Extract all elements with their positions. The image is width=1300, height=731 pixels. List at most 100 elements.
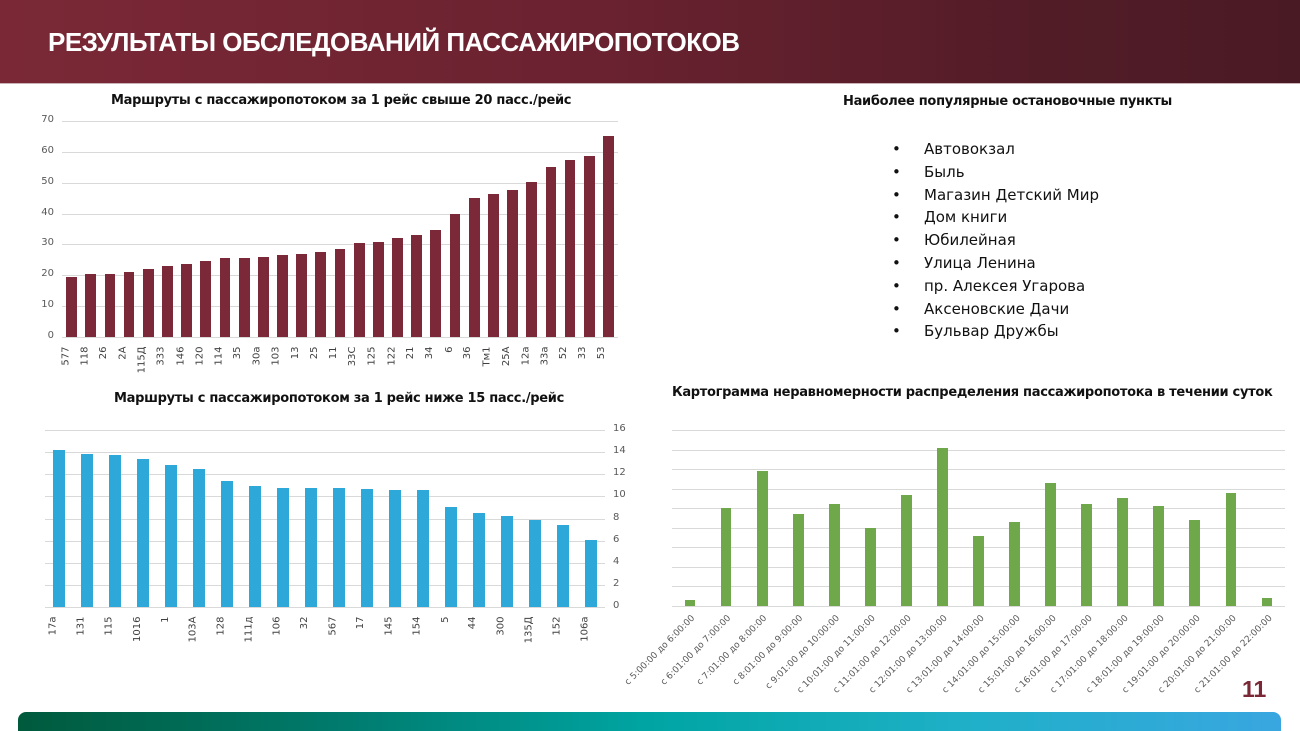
bullet-icon: • xyxy=(892,231,901,250)
gridline xyxy=(672,527,1285,529)
x-tick-label: 125 xyxy=(366,346,378,366)
x-tick-label: 2А xyxy=(117,346,129,360)
gridline xyxy=(45,584,605,586)
y-tick-label: 40 xyxy=(41,206,54,218)
y-tick-label: 4 xyxy=(613,555,620,567)
gridline xyxy=(45,430,605,431)
bar-Тм1 xyxy=(488,194,499,337)
bar-30а xyxy=(257,257,269,337)
bar-52 xyxy=(564,159,576,337)
bar-300 xyxy=(500,516,514,607)
bar-103А xyxy=(192,468,206,607)
gridline xyxy=(62,151,618,153)
y-tick-label: 16 xyxy=(613,423,626,434)
page-title: РЕЗУЛЬТАТЫ ОБСЛЕДОВАНИЙ ПАССАЖИРОПОТОКОВ xyxy=(48,27,740,57)
bar-с 13:01:00 до 14:00:00 xyxy=(973,535,984,606)
gridline xyxy=(45,518,605,520)
bar-с 9:01:00 до 10:00:00 xyxy=(828,504,840,606)
bar-115 xyxy=(108,455,122,607)
bar-35 xyxy=(238,257,250,337)
x-tick-label: 154 xyxy=(411,616,423,636)
bar-33а xyxy=(545,167,557,337)
bar-34 xyxy=(430,229,442,337)
gridline xyxy=(672,449,1285,451)
gridline xyxy=(62,337,618,338)
x-tick-label: 44 xyxy=(467,616,479,630)
x-tick-label: 26 xyxy=(98,346,110,360)
gridline xyxy=(672,508,1285,510)
footer-gradient-bar xyxy=(18,712,1281,731)
x-tick-label: 103А xyxy=(187,616,199,643)
bullet-icon: • xyxy=(892,299,901,318)
popular-stop-label: Автовокзал xyxy=(924,140,1015,158)
y-tick-label: 0 xyxy=(47,330,54,341)
popular-stop-item: • Аксеновские Дачи xyxy=(892,298,1099,321)
x-tick-label: 152 xyxy=(551,616,563,636)
bar-с 17:01:00 до 18:00:00 xyxy=(1117,498,1129,606)
bar-25А xyxy=(507,190,518,337)
gridline xyxy=(62,121,618,122)
bar-25 xyxy=(315,252,327,337)
bar-145 xyxy=(388,489,402,607)
x-tick-label: с 6:01:00 до 7:00:00 xyxy=(659,613,734,688)
bar-21 xyxy=(411,235,423,337)
y-tick-label: 14 xyxy=(613,445,626,457)
bar-с 6:01:00 до 7:00:00 xyxy=(720,508,732,606)
x-tick-label: 135Д xyxy=(523,616,535,644)
bullet-icon: • xyxy=(892,162,901,181)
x-tick-label: 131 xyxy=(75,616,87,636)
x-tick-label: 52 xyxy=(558,346,570,360)
y-tick-label: 8 xyxy=(613,511,620,523)
x-tick-label: с 5:00:00 до 6:00:00 xyxy=(623,613,698,688)
x-tick-label: 21 xyxy=(404,346,416,360)
bar-120 xyxy=(200,261,212,337)
page-number: 11 xyxy=(1242,676,1267,702)
bar-106 xyxy=(276,487,290,607)
x-tick-label: 12а xyxy=(520,346,532,366)
gridline xyxy=(672,469,1285,471)
x-tick-label: 53 xyxy=(596,346,608,360)
x-tick-label: 103 xyxy=(271,346,283,366)
bullet-icon: • xyxy=(892,140,901,158)
x-tick-label: 25 xyxy=(309,346,321,360)
x-tick-label: 300 xyxy=(495,616,507,636)
x-tick-label: 25А xyxy=(500,346,512,367)
bar-567 xyxy=(332,487,346,607)
y-tick-label: 2 xyxy=(613,577,620,589)
bar-577 xyxy=(66,276,77,337)
x-tick-label: 5 xyxy=(439,616,451,623)
x-tick-label: 34 xyxy=(424,346,436,360)
bar-114 xyxy=(219,257,231,337)
x-tick-label: 122 xyxy=(386,346,398,366)
x-tick-label: Тм1 xyxy=(481,346,493,367)
bar-106а xyxy=(584,539,598,607)
x-tick-label: 128 xyxy=(215,616,227,636)
y-tick-label: 6 xyxy=(613,533,620,545)
bar-44 xyxy=(472,512,486,607)
gridline xyxy=(45,607,605,608)
gridline xyxy=(45,540,605,542)
bar-с 18:01:00 до 19:00:00 xyxy=(1153,506,1165,606)
bar-146 xyxy=(181,263,192,337)
x-tick-label: с 7:01:00 до 8:00:00 xyxy=(695,613,770,688)
x-tick-label: 11 xyxy=(328,346,340,360)
x-tick-label: с 8:01:00 до 9:00:00 xyxy=(731,613,806,688)
bar-131 xyxy=(80,454,94,607)
bullet-icon: • xyxy=(892,276,901,295)
x-tick-label: 33 xyxy=(577,346,589,360)
x-tick-label: 1 xyxy=(159,616,171,623)
bar-115Д xyxy=(142,269,154,337)
x-tick-label: 115 xyxy=(103,616,115,636)
x-tick-label: 6 xyxy=(443,346,455,353)
gridline xyxy=(45,496,605,498)
bar-111д xyxy=(248,486,262,607)
x-tick-label: 35 xyxy=(232,346,244,360)
bar-152 xyxy=(556,525,570,607)
bullet-icon: • xyxy=(892,208,901,227)
gridline xyxy=(45,474,605,476)
x-tick-label: 567 xyxy=(327,616,339,636)
y-tick-label: 12 xyxy=(613,467,626,479)
popular-stop-item: • Бульвар Дружбы xyxy=(892,320,1099,343)
popular-stop-item: • Юбилейная xyxy=(892,229,1099,252)
popular-stop-label: Юбилейная xyxy=(924,231,1016,250)
